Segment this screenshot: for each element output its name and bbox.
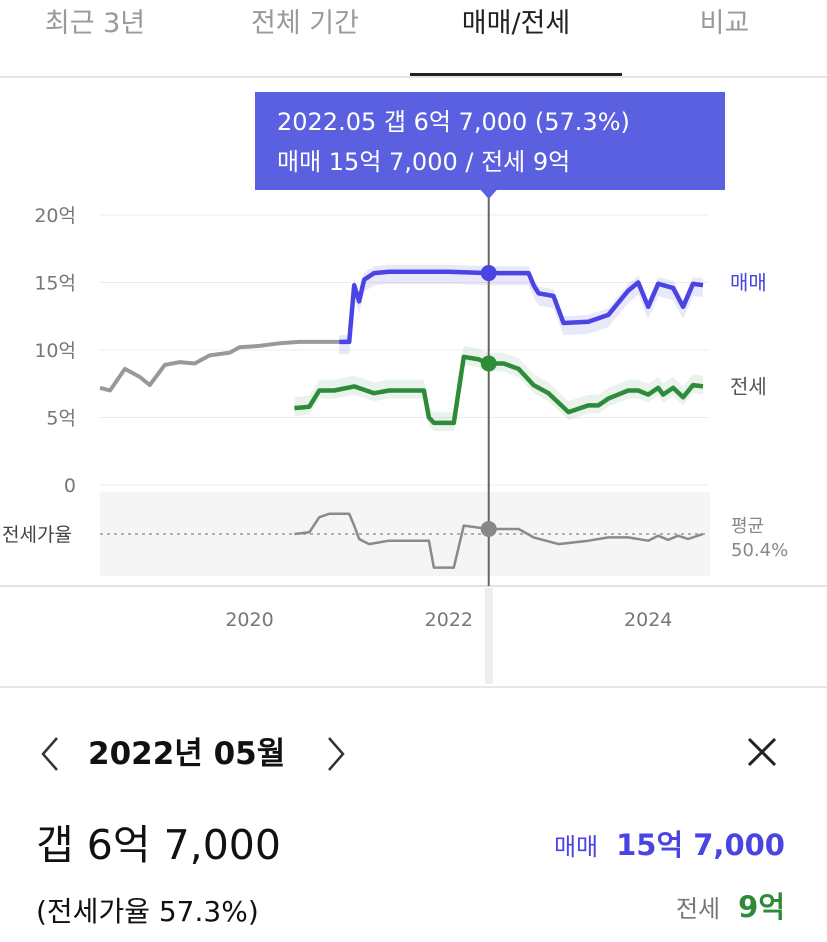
sale-history-line (99, 339, 340, 393)
jeonse-series-label: 전세 (730, 374, 767, 398)
ratio-marker (480, 520, 497, 537)
sale-value: 15억 7,000 (616, 828, 785, 862)
ratio-series-label: 전세가율 (2, 524, 72, 546)
ratio-average-value: 50.4% (731, 540, 788, 561)
ratio-average-label: 평균 (731, 516, 764, 537)
tooltip-line-1: 2022.05 갭 6억 7,000 (57.3%) (277, 108, 630, 136)
next-month-button[interactable] (316, 732, 356, 776)
jeonse-marker (480, 355, 497, 372)
y-tick-label: 0 (64, 475, 76, 497)
jeonse-ratio-text: (전세가율 57.3%) (36, 895, 259, 928)
sale-line (339, 269, 704, 345)
close-icon (747, 737, 777, 767)
x-tick-label: 2020 (225, 609, 273, 631)
y-tick-label: 15억 (34, 273, 76, 295)
sale-series-label: 매매 (730, 271, 767, 295)
sale-label: 매매 (553, 833, 599, 861)
y-tick-label: 5억 (46, 408, 76, 430)
prev-month-button[interactable] (30, 732, 70, 776)
tooltip-arrow (480, 190, 497, 199)
jeonse-line (294, 354, 704, 426)
sale-marker (480, 265, 497, 282)
ratio-band (100, 492, 710, 576)
chevron-left-icon (41, 737, 58, 771)
jeonse-price-row: 전세 9억 (676, 884, 785, 926)
sale-range-band (339, 264, 703, 355)
y-tick-label: 10억 (34, 340, 76, 362)
sale-price-row: 매매 15억 7,000 (554, 822, 785, 864)
ratio-line (294, 512, 704, 569)
jeonse-range-band (294, 345, 703, 431)
selected-month: 2022년 05월 (88, 736, 286, 772)
selection-track (484, 588, 493, 684)
gap-amount: 갭 6억 7,000 (36, 821, 281, 869)
y-tick-label: 20억 (34, 205, 76, 227)
tooltip-box (255, 92, 725, 190)
tooltip-line-2: 매매 15억 7,000 / 전세 9억 (277, 148, 570, 176)
tab-bar: 최근 3년 전체 기간 매매/전세 비교 (0, 0, 827, 78)
tab-active-underline (410, 73, 622, 76)
chevron-right-icon (328, 737, 345, 771)
x-tick-label: 2022 (425, 609, 473, 631)
tab-compare[interactable]: 비교 (699, 8, 750, 39)
tab-sale-jeonse[interactable]: 매매/전세 (461, 8, 571, 39)
jeonse-value: 9억 (738, 890, 785, 924)
tab-all-period[interactable]: 전체 기간 (251, 8, 359, 39)
panel-divider (0, 686, 827, 688)
tab-recent-3y[interactable]: 최근 3년 (44, 8, 146, 39)
x-tick-label: 2024 (624, 609, 672, 631)
jeonse-label: 전세 (675, 895, 721, 923)
close-button[interactable] (740, 730, 784, 774)
